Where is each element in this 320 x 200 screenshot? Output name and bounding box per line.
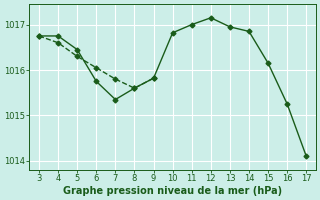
X-axis label: Graphe pression niveau de la mer (hPa): Graphe pression niveau de la mer (hPa) (63, 186, 282, 196)
